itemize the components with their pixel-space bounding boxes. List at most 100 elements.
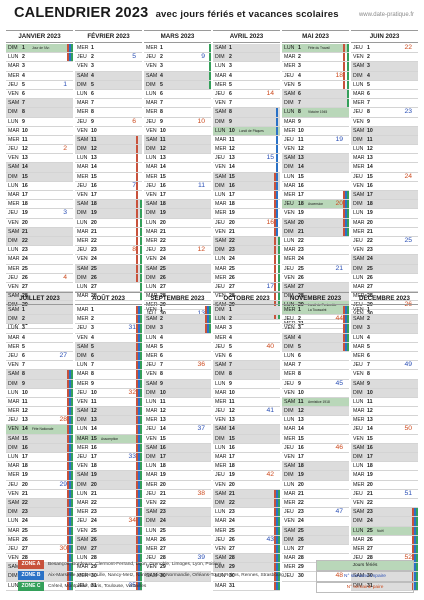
day-number: 4 <box>367 72 370 79</box>
weekday-label: MAR <box>353 408 365 415</box>
weekday-label: DIM <box>284 228 294 235</box>
vacation-zone-b-marker <box>276 563 278 572</box>
day-number: 2 <box>91 54 94 61</box>
vacation-zone-c-marker <box>278 508 280 517</box>
day-row: LUN 11 <box>144 398 211 408</box>
day-number: 27 <box>91 283 97 290</box>
day-row: MAR 7 <box>144 99 211 109</box>
day-row: MAR 6 <box>351 90 418 100</box>
day-number: 10 <box>367 127 373 134</box>
weekday-label: SAM <box>353 509 365 516</box>
vacation-zone-c-marker <box>140 462 142 471</box>
day-number: 2 <box>298 54 301 61</box>
day-row: MAR 20 <box>351 219 418 228</box>
holiday-name: La Toussaint <box>308 308 327 312</box>
day-number: 13 <box>229 417 235 424</box>
weekday-label: JEU <box>77 582 87 589</box>
month-title: JUILLET 2023 <box>6 292 73 305</box>
day-number: 7 <box>367 362 370 369</box>
day-number: 16 <box>367 444 373 451</box>
weekday-label: MER <box>215 398 227 405</box>
month-column: AOÛT 2023 MAR 1 MER 2 JEU 3 31 VEN 4 SAM 5 DIM 6 LUN 7 M… <box>75 292 142 591</box>
vacation-zone-b-marker <box>138 397 140 407</box>
day-number: 12 <box>160 146 166 153</box>
day-row: JEU 9 6 <box>75 118 142 127</box>
vacation-zone-c-marker <box>140 425 142 434</box>
vacation-zone-b-marker <box>138 443 140 452</box>
weekday-label: VEN <box>284 454 295 460</box>
day-number: 27 <box>229 283 235 290</box>
vacation-zone-b-marker <box>69 443 71 452</box>
month-title: FÉVRIER 2023 <box>75 30 142 43</box>
vacation-zone-a-marker <box>274 218 276 227</box>
day-row: LUN 10 <box>6 388 73 398</box>
vacation-zone-a-marker <box>343 324 345 333</box>
vacation-zone-a-marker <box>274 581 276 590</box>
day-number: 13 <box>91 155 97 162</box>
day-number: 29 <box>160 564 166 571</box>
day-row: MER 28 <box>351 292 418 302</box>
day-row: DIM 27 <box>75 544 142 555</box>
weekday-label: MAR <box>353 536 365 543</box>
weekday-label: MAR <box>215 454 227 460</box>
vacation-zone-c-marker <box>71 370 73 379</box>
day-number: 6 <box>160 90 163 97</box>
week-number: 50 <box>404 425 412 433</box>
weekday-label: DIM <box>8 237 18 244</box>
day-row: SAM 4 <box>75 71 142 81</box>
weekday-label: VEN <box>353 247 364 254</box>
day-number: 12 <box>298 146 304 153</box>
day-row: MAR 27 <box>351 283 418 293</box>
day-number: 9 <box>22 380 25 387</box>
day-number: 29 <box>160 302 166 309</box>
day-number: 30 <box>91 573 97 580</box>
weekday-label: LUN <box>284 173 295 180</box>
day-row: MER 11 <box>213 398 280 408</box>
vacation-zone-a-marker <box>274 498 276 508</box>
day-row: DIM 6 <box>75 351 142 362</box>
day-row: DIM 24 <box>144 517 211 527</box>
day-row: SAM 21 <box>6 227 73 237</box>
day-number: 27 <box>91 545 97 552</box>
day-number: 9 <box>91 380 94 387</box>
day-row: DIM 20 <box>75 480 142 490</box>
day-row: LUN 18 <box>351 462 418 472</box>
weekday-label: DIM <box>8 316 18 323</box>
weekday-label: VEN <box>77 334 88 341</box>
month-column: MAI 2023 LUN 1 Fête du Travail MAR 2 MER 3 JEU 4 1… <box>282 30 349 329</box>
day-number: 26 <box>22 274 28 281</box>
day-number: 7 <box>160 100 163 107</box>
weekday-label: MAR <box>77 435 89 442</box>
day-number: 14 <box>91 426 97 433</box>
day-number: 12 <box>160 408 166 415</box>
vacation-zone-a-marker <box>67 498 69 508</box>
week-number: 17 <box>266 282 274 290</box>
vacation-zone-a-marker <box>343 209 345 218</box>
weekday-label: JEU <box>284 136 294 143</box>
day-row: VEN 16 <box>351 182 418 191</box>
day-row: SAM 3 <box>351 62 418 72</box>
vacation-zone-b-marker <box>69 480 71 489</box>
week-number: 10 <box>197 117 205 125</box>
vacation-zone-c-marker <box>347 191 349 200</box>
vacation-zone-b-marker <box>138 388 140 397</box>
day-number: 23 <box>298 247 304 254</box>
day-number: 29 <box>22 301 28 309</box>
day-row: SAM 2 <box>351 315 418 325</box>
vacation-zone-a-marker <box>343 71 345 80</box>
weekday-label: MER <box>284 256 296 263</box>
weekday-label: DIM <box>353 389 363 396</box>
day-number: 6 <box>298 90 301 97</box>
week-number: 30 <box>59 544 67 552</box>
week-number: 9 <box>201 53 205 61</box>
weekday-label: SAM <box>146 509 158 516</box>
day-number: 1 <box>229 307 232 313</box>
weekday-label: MAR <box>284 247 296 254</box>
day-row: MAR 24 <box>6 255 73 265</box>
day-number: 23 <box>160 509 166 516</box>
week-number: 25 <box>404 236 412 244</box>
day-number: 15 <box>91 173 97 180</box>
vacation-zone-a-marker <box>274 572 276 581</box>
day-number: 28 <box>229 293 235 300</box>
day-number: 8 <box>229 109 232 116</box>
